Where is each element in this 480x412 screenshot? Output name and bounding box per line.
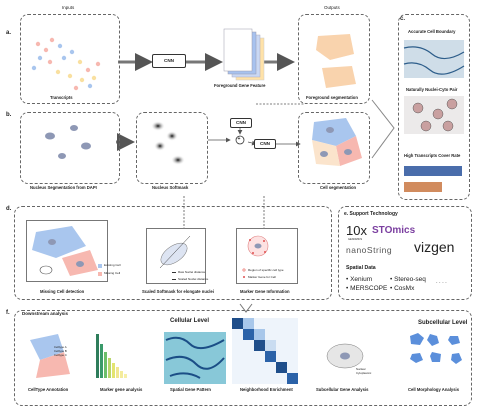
- tech-item-2: • Stereo-seq: [390, 276, 426, 283]
- softmask-box: [136, 112, 208, 184]
- tech-item-3: • MERSCOPE: [346, 285, 388, 292]
- nucleus-seg-label: Nucleus Segmentation from DAPI: [30, 185, 97, 190]
- marker-bars: [96, 334, 127, 378]
- foreground-seg-label: Foreground segmentation: [306, 95, 358, 100]
- nucleus-input-box: [20, 112, 120, 184]
- ct-legend-c: Celltype C: [54, 353, 67, 357]
- cellular-title: Cellular Level: [170, 318, 210, 324]
- label-a: a.: [6, 30, 12, 36]
- inputs-box: [20, 14, 120, 104]
- marker-gene-legend: Marker Gene for Cell: [248, 275, 276, 279]
- spatial-pattern-label: Spatial Gene Pattern: [170, 387, 211, 392]
- panel-c-box: [398, 14, 470, 200]
- existing-legend: Existing Cell: [104, 263, 121, 267]
- cover-label: High Transcripts Cover Rate: [404, 153, 461, 158]
- label-c: c.: [400, 16, 406, 22]
- cnn-a: CNN: [152, 54, 186, 68]
- label-f: f.: [6, 310, 10, 316]
- raw-legend: Raw Nuclei distance: [178, 270, 206, 274]
- pair-label: Naturally Nuclei-Cyto Pair: [406, 87, 458, 92]
- label-b: b.: [6, 112, 12, 118]
- outputs-header: Outputs: [324, 5, 340, 10]
- neighborhood-label: Neighborhood Enrichment: [240, 387, 293, 392]
- tenx-sub: GENOMICS: [348, 238, 363, 241]
- softmask-blobs: [151, 121, 185, 165]
- tech-stereo: Stereo-seq: [394, 276, 426, 283]
- scaled-dist-legend: Scaled Nuclei distance: [178, 277, 209, 281]
- scaled-softmask-box: [146, 228, 206, 284]
- feature-label: Foreground Gene Feature: [214, 83, 266, 88]
- ct-legend-b: Celltype B: [54, 349, 67, 353]
- tech-merscope: MERSCOPE: [350, 285, 388, 292]
- vizgen-logo: vizgen: [414, 239, 455, 255]
- tech-xenium: Xenium: [350, 276, 373, 283]
- outputs-box: [298, 14, 370, 104]
- subcell-gene-label: Subcellular Gene Analysis: [316, 387, 369, 392]
- missing-cell-box: [26, 220, 108, 282]
- label-e: e. Support Technology: [344, 211, 398, 217]
- tech-item-1: • Xenium: [346, 276, 373, 283]
- subcellular-title: Subcellular Level: [418, 320, 468, 326]
- spatial-title: Spatial Data: [346, 265, 376, 271]
- cell-seg-box: [298, 112, 370, 184]
- missing-legend: Missing Cell: [104, 271, 121, 275]
- morph-label: Cell Morphology Analysis: [408, 387, 460, 392]
- tenx-logo: 10x: [346, 223, 367, 238]
- tech-more: · · · ·: [436, 280, 447, 286]
- marker-gene-box: [236, 228, 298, 284]
- nanostring-logo: nanoString: [346, 245, 393, 255]
- marker-analysis-label: Marker gene analysis: [100, 387, 143, 392]
- nuclei: [45, 125, 91, 159]
- stomics-logo: STOmics: [372, 225, 416, 236]
- downstream-title: Downstream analysis: [22, 311, 69, 316]
- cell-seg-shapes: [312, 118, 362, 166]
- panel-e-box: [338, 206, 472, 300]
- marker-cells: [242, 235, 269, 278]
- ct-legend-a: Celltype A: [54, 345, 67, 349]
- boundary-label: Accurate Cell Boundary: [408, 29, 456, 34]
- panel-f-box: [14, 310, 472, 406]
- missing-label: Missing Cell detection: [40, 289, 85, 294]
- transcripts-label: Transcripts: [50, 95, 73, 100]
- cnn-b2: CNN: [254, 139, 276, 149]
- cyto-label: Cytoplasmic: [356, 371, 372, 375]
- inputs-header: Inputs: [62, 5, 75, 10]
- heatmap-diag: [232, 318, 298, 384]
- cell-seg-label: Cell segmentation: [320, 185, 357, 190]
- celltype-label: CellType Annotation: [28, 387, 69, 392]
- scaled-label: Scaled Softmask for elongate nuclei: [142, 289, 214, 294]
- panel-d-box: [14, 206, 332, 300]
- morph-cells: [410, 333, 462, 364]
- feature-stack: [223, 28, 265, 81]
- transcript-dots: [31, 37, 101, 91]
- marker-label: Marker Gene Information: [240, 289, 290, 294]
- region-legend: Region of specific cell type: [248, 268, 284, 272]
- plus-symbol: +: [237, 136, 241, 142]
- label-d: d.: [6, 206, 12, 212]
- softmask-label: Nucleus Softmask: [152, 185, 189, 190]
- cnn-b1: CNN: [230, 118, 252, 128]
- nuclear-label: Nuclear: [356, 367, 366, 371]
- tech-cosmx: CosMx: [394, 285, 415, 292]
- tech-item-4: • CosMx: [390, 285, 415, 292]
